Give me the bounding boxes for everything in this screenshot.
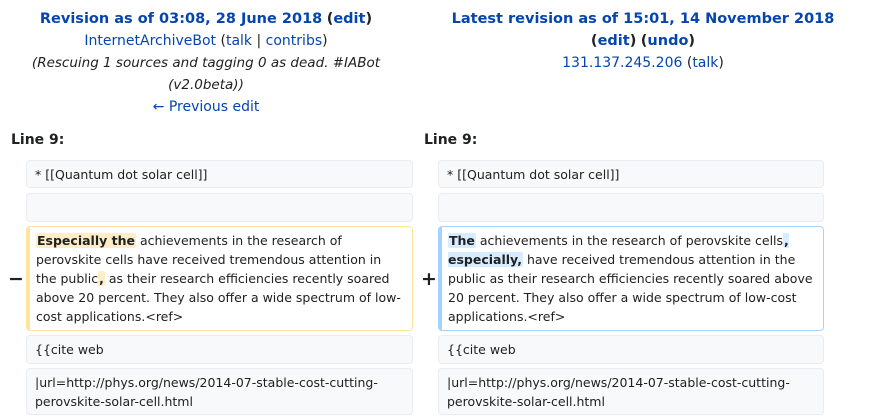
deleted-line-text: achievements in the research of perovski… (36, 233, 382, 286)
diff-deleted-line: Especially the achievements in the resea… (26, 226, 413, 331)
diff-context-right: {{cite web (438, 335, 824, 364)
added-line-text: have received tremendous attention in th… (448, 252, 813, 324)
old-revision-user-talk-link[interactable]: talk (225, 33, 253, 49)
deleted-line-text: as their research efficiencies recently … (36, 271, 401, 324)
line-number-left: Line 9: (11, 132, 65, 148)
new-revision-title-link[interactable]: Latest revision as of 15:01, 14 November… (451, 11, 835, 27)
edit-summary-line1: (Rescuing 1 sources and tagging 0 as dea… (31, 55, 381, 71)
diff-added-line: The achievements in the research of pero… (438, 226, 824, 331)
line-number-right: Line 9: (424, 132, 478, 148)
new-revision-edit-link[interactable]: edit (597, 33, 630, 49)
new-revision-header: Latest revision as of 15:01, 14 November… (451, 11, 835, 71)
old-revision-user-link[interactable]: InternetArchiveBot (84, 33, 217, 49)
undo-link[interactable]: undo (647, 33, 689, 49)
old-revision-edit-link[interactable]: edit (333, 11, 366, 27)
new-revision-ip-link[interactable]: 131.137.245.206 (562, 55, 683, 71)
previous-edit-link[interactable]: ← Previous edit (152, 99, 260, 115)
diff-context-right: * [[Quantum dot solar cell]] (438, 160, 824, 188)
old-revision-user-contribs-link[interactable]: contribs (265, 33, 323, 49)
deleted-line-marker: − (8, 268, 24, 290)
deleted-word: Especially the (36, 233, 136, 248)
added-line-marker: + (421, 268, 437, 290)
diff-context-left: {{cite web (26, 335, 413, 364)
diff-context-empty-right (438, 193, 824, 222)
new-revision-talk-link[interactable]: talk (692, 55, 719, 71)
added-word: The (448, 233, 476, 248)
added-line-text: achievements in the research of perovski… (475, 233, 784, 248)
old-revision-title-link[interactable]: Revision as of 03:08, 28 June 2018 (39, 11, 323, 27)
diff-context-empty-left (26, 193, 413, 222)
diff-context-right: |url=http://phys.org/news/2014-07-stable… (438, 368, 824, 415)
deleted-word: , (98, 271, 105, 286)
old-revision-header: Revision as of 03:08, 28 June 2018 (edit… (0, 8, 412, 118)
diff-context-left: |url=http://phys.org/news/2014-07-stable… (26, 368, 413, 415)
edit-summary-line2: (v2.0beta)) (168, 77, 244, 93)
diff-context-left: * [[Quantum dot solar cell]] (26, 160, 413, 188)
link-separator: | (256, 33, 262, 49)
